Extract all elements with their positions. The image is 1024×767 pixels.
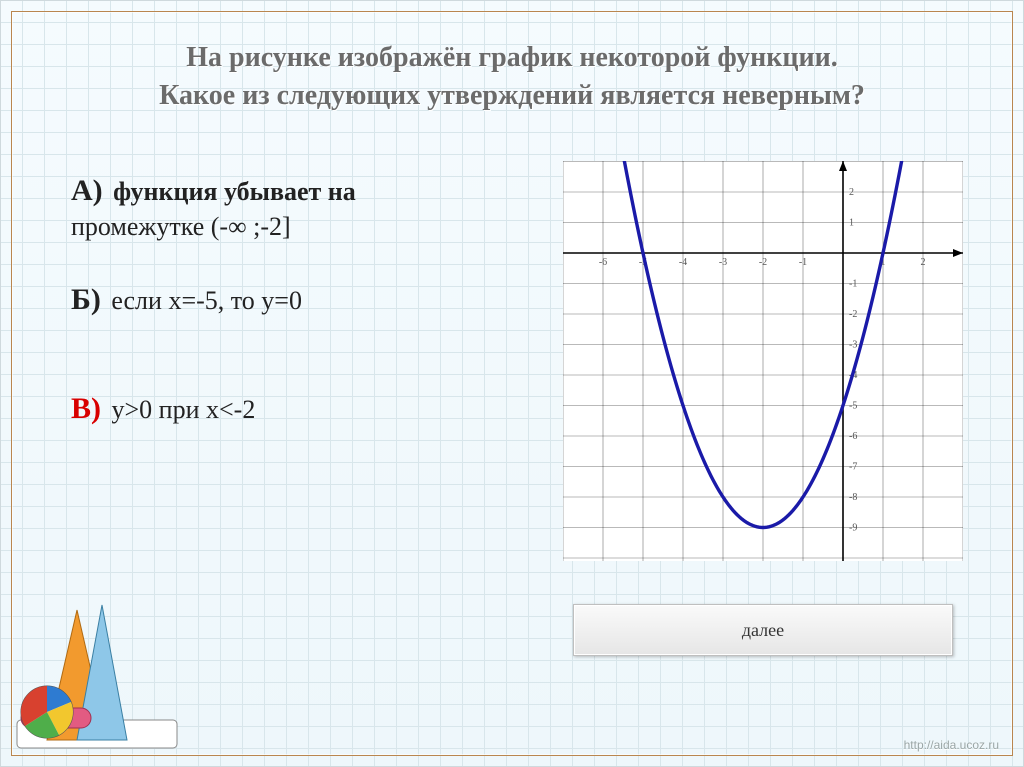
svg-text:-2: -2: [759, 257, 767, 268]
svg-text:-1: -1: [799, 257, 807, 268]
svg-text:-6: -6: [849, 431, 857, 442]
next-button[interactable]: далее: [573, 604, 953, 656]
svg-text:-8: -8: [849, 492, 857, 503]
svg-text:-5: -5: [849, 401, 857, 412]
option-b-letter: Б): [71, 283, 101, 316]
watermark-link[interactable]: http://aida.ucoz.ru: [904, 738, 999, 752]
stationery-decor-icon: [7, 590, 207, 760]
option-b-text: если x=-5, то y=0: [111, 286, 302, 315]
option-a[interactable]: А) функция убывает на промежутке (-∞ ;-2…: [71, 171, 501, 244]
content-area: А) функция убывает на промежутке (-∞ ;-2…: [71, 161, 963, 646]
answer-options: А) функция убывает на промежутке (-∞ ;-2…: [71, 171, 501, 464]
question-title: На рисунке изображён график некоторой фу…: [61, 39, 963, 115]
option-c[interactable]: В) y>0 при x<-2: [71, 389, 501, 428]
svg-text:-4: -4: [679, 257, 687, 268]
title-line-1: На рисунке изображён график некоторой фу…: [186, 42, 838, 73]
svg-text:1: 1: [849, 218, 854, 229]
function-chart: -6-5-4-3-2-112-9-8-7-6-5-4-3-2-112: [563, 161, 963, 561]
svg-text:-9: -9: [849, 523, 857, 534]
svg-text:2: 2: [921, 257, 926, 268]
title-line-2: Какое из следующих утверждений является …: [159, 80, 865, 111]
svg-text:-1: -1: [849, 279, 857, 290]
svg-text:-3: -3: [849, 340, 857, 351]
svg-text:2: 2: [849, 187, 854, 198]
svg-text:-3: -3: [719, 257, 727, 268]
option-c-text: y>0 при x<-2: [112, 395, 256, 424]
option-b[interactable]: Б) если x=-5, то y=0: [71, 280, 501, 319]
svg-text:-7: -7: [849, 462, 857, 473]
svg-text:-6: -6: [599, 257, 607, 268]
option-c-letter: В): [71, 392, 101, 425]
option-a-text: функция убывает на промежутке (-∞ ;-2]: [71, 177, 356, 241]
next-button-label: далее: [742, 620, 784, 641]
svg-text:-2: -2: [849, 309, 857, 320]
option-a-letter: А): [71, 174, 103, 207]
